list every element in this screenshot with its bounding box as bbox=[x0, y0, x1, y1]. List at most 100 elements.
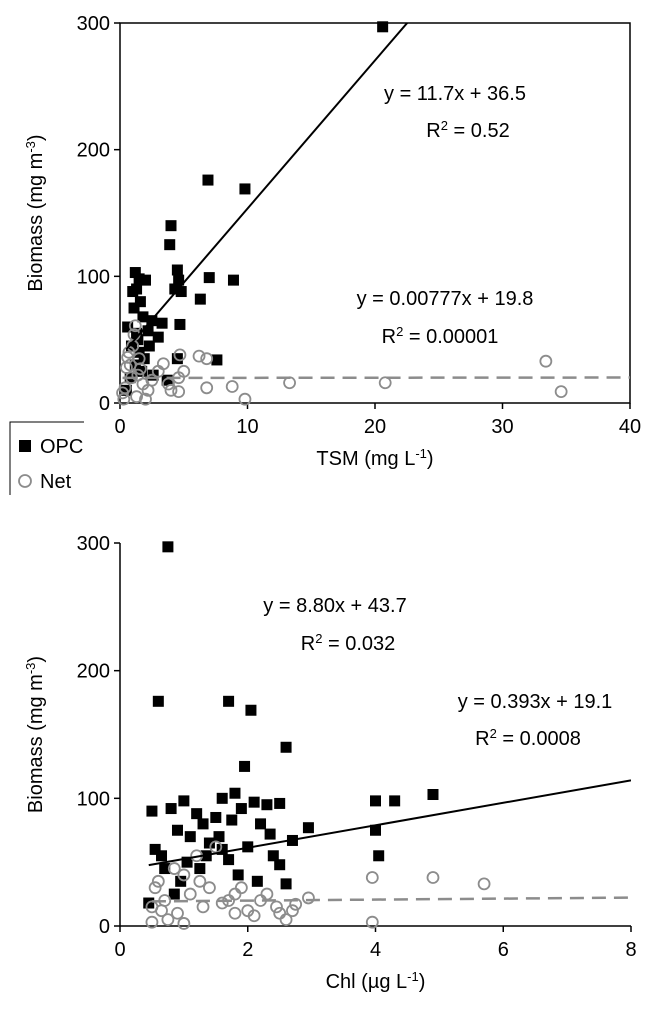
point bbox=[261, 889, 272, 900]
point bbox=[274, 798, 285, 809]
point bbox=[229, 908, 240, 919]
y-axis-label-part: ) bbox=[25, 656, 47, 663]
point bbox=[223, 696, 234, 707]
point bbox=[373, 850, 384, 861]
series bbox=[146, 841, 489, 929]
x-tick-label: 0 bbox=[114, 416, 125, 438]
x-tick-label: 8 bbox=[625, 939, 636, 961]
point bbox=[164, 239, 175, 250]
point bbox=[191, 808, 202, 819]
trend-r-squared-part: 2 bbox=[490, 726, 497, 741]
point bbox=[389, 795, 400, 806]
point bbox=[201, 382, 212, 393]
point bbox=[274, 908, 285, 919]
point bbox=[166, 385, 177, 396]
trend-r-squared-part: 2 bbox=[396, 324, 403, 339]
point bbox=[252, 876, 263, 887]
point bbox=[195, 294, 206, 305]
y-axis-label-part: Biomass (mg m bbox=[25, 153, 47, 292]
point bbox=[427, 789, 438, 800]
trend-r-squared-part: 2 bbox=[441, 118, 448, 133]
y-tick-label: 100 bbox=[77, 788, 110, 810]
trend-equation: y = 11.7x + 36.5 bbox=[384, 83, 526, 105]
x-axis-label-part: -1 bbox=[407, 969, 419, 984]
point bbox=[229, 889, 240, 900]
point bbox=[287, 905, 298, 916]
point bbox=[540, 356, 551, 367]
trend-r-squared-part: 2 bbox=[315, 631, 322, 646]
point bbox=[233, 869, 244, 880]
point bbox=[185, 831, 196, 842]
point bbox=[427, 872, 438, 883]
point bbox=[201, 353, 212, 364]
point bbox=[281, 742, 292, 753]
trend-r-squared: R2 = 0.52 bbox=[426, 118, 509, 143]
point bbox=[172, 825, 183, 836]
trend-r-squared-part: = 0.00001 bbox=[403, 326, 498, 348]
point bbox=[227, 381, 238, 392]
point bbox=[153, 876, 164, 887]
point bbox=[143, 325, 154, 336]
y-axis-label: Biomass (mg m-3) bbox=[23, 134, 48, 291]
point bbox=[303, 892, 314, 903]
y-axis-label-part: -3 bbox=[23, 141, 38, 153]
point bbox=[162, 541, 173, 552]
x-axis-label-part: -1 bbox=[415, 446, 427, 461]
point bbox=[223, 854, 234, 865]
trend-r-squared-part: R bbox=[301, 633, 315, 655]
point bbox=[150, 882, 161, 893]
point bbox=[210, 812, 221, 823]
point bbox=[156, 850, 167, 861]
x-tick-label: 4 bbox=[370, 939, 381, 961]
point bbox=[166, 220, 177, 231]
point bbox=[217, 793, 228, 804]
x-tick-label: 10 bbox=[236, 416, 258, 438]
x-tick-label: 6 bbox=[498, 939, 509, 961]
point bbox=[261, 799, 272, 810]
trend-r-squared: R2 = 0.0008 bbox=[475, 726, 581, 751]
trend-r-squared-part: = 0.52 bbox=[448, 120, 510, 142]
point bbox=[303, 822, 314, 833]
y-tick-label: 200 bbox=[77, 661, 110, 683]
point bbox=[226, 815, 237, 826]
y-axis-label-part: ) bbox=[25, 134, 47, 141]
point bbox=[281, 878, 292, 889]
point bbox=[198, 901, 209, 912]
y-axis-label-part: -3 bbox=[23, 663, 38, 675]
point bbox=[367, 872, 378, 883]
x-axis-label: Chl (µg L-1) bbox=[326, 969, 426, 994]
legend-marker bbox=[19, 440, 31, 452]
point bbox=[204, 272, 215, 283]
point bbox=[172, 265, 183, 276]
plot-frame bbox=[120, 23, 630, 403]
point bbox=[194, 351, 205, 362]
x-tick-label: 20 bbox=[364, 416, 386, 438]
series bbox=[117, 320, 567, 404]
point bbox=[479, 878, 490, 889]
point bbox=[178, 795, 189, 806]
trend-r-squared-part: R bbox=[426, 120, 440, 142]
point bbox=[174, 319, 185, 330]
point bbox=[166, 803, 177, 814]
point bbox=[556, 386, 567, 397]
point bbox=[144, 341, 155, 352]
point bbox=[217, 898, 228, 909]
trend-r-squared: R2 = 0.00001 bbox=[382, 324, 499, 349]
x-axis-label-part: ) bbox=[427, 448, 434, 470]
point bbox=[211, 354, 222, 365]
point bbox=[239, 761, 250, 772]
trend-r-squared: R2 = 0.032 bbox=[301, 631, 396, 656]
point bbox=[271, 901, 282, 912]
point bbox=[198, 818, 209, 829]
point bbox=[178, 918, 189, 929]
y-tick-label: 300 bbox=[77, 533, 110, 555]
x-tick-label: 40 bbox=[619, 416, 641, 438]
x-axis-label-part: Chl (µg L bbox=[326, 971, 408, 993]
point bbox=[255, 818, 266, 829]
point bbox=[153, 696, 164, 707]
point bbox=[377, 21, 388, 32]
point bbox=[236, 803, 247, 814]
